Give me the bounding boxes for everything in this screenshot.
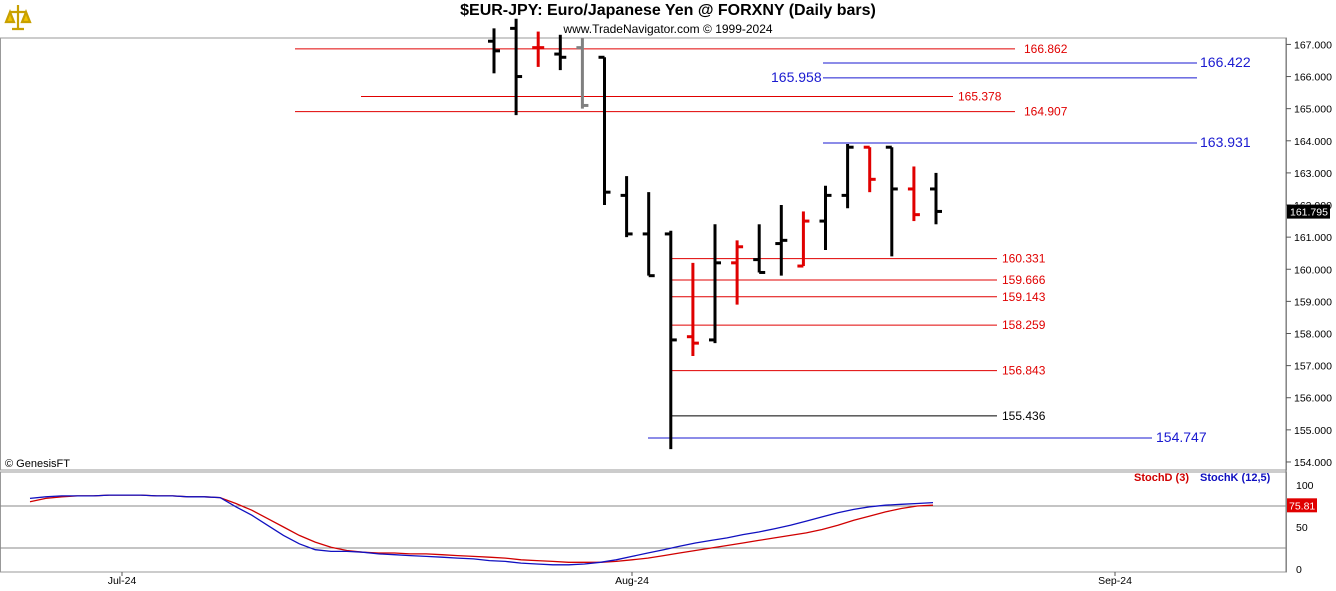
- price-tick-label: 154.000: [1294, 457, 1332, 469]
- level-label: 159.143: [1002, 290, 1046, 304]
- price-tick-label: 155.000: [1294, 425, 1332, 437]
- level-label: 165.958: [771, 69, 822, 85]
- stoch-last-value-box: [1287, 498, 1317, 513]
- level-label: 164.907: [1024, 105, 1068, 119]
- level-label: 154.747: [1156, 429, 1207, 445]
- level-label: 155.436: [1002, 409, 1046, 423]
- level-label: 159.666: [1002, 273, 1046, 287]
- price-tick-label: 165.000: [1294, 104, 1332, 116]
- level-label: 160.331: [1002, 252, 1046, 266]
- stoch-tick-label: 0: [1296, 564, 1302, 576]
- price-tick-label: 156.000: [1294, 393, 1332, 405]
- last-price-label: 161.795: [1290, 207, 1328, 219]
- level-label: 166.862: [1024, 42, 1068, 56]
- level-label: 156.843: [1002, 364, 1046, 378]
- price-tick-label: 157.000: [1294, 361, 1332, 373]
- price-tick-label: 161.000: [1294, 232, 1332, 244]
- stochk-legend: StochK (12,5): [1200, 472, 1271, 484]
- price-tick-label: 166.000: [1294, 72, 1332, 84]
- stochk-line: [29, 494, 934, 566]
- trade-navigator-logo-icon: [2, 2, 34, 34]
- stochastic-panel-frame: [0, 471, 1287, 573]
- last-price-box: [1287, 204, 1330, 219]
- stoch-tick-label: 100: [1296, 480, 1314, 492]
- stoch-tick-label: 50: [1296, 522, 1308, 534]
- watermark-text: © GenesisFT: [5, 458, 70, 470]
- price-tick-label: 160.000: [1294, 264, 1332, 276]
- date-tick-label: Aug-24: [615, 575, 649, 587]
- stoch-last-value-label: 75.81: [1289, 500, 1315, 512]
- date-tick-label: Sep-24: [1098, 575, 1132, 587]
- price-tick-label: 164.000: [1294, 136, 1332, 148]
- price-tick-label: 159.000: [1294, 296, 1332, 308]
- chart-title: $EUR-JPY: Euro/Japanese Yen @ FORXNY (Da…: [460, 2, 876, 19]
- stochd-line: [29, 494, 934, 563]
- level-label: 165.378: [958, 90, 1002, 104]
- price-panel-frame: [0, 37, 1287, 471]
- chart-subtitle: www.TradeNavigator.com © 1999-2024: [563, 22, 773, 36]
- level-label: 158.259: [1002, 318, 1046, 332]
- date-tick-label: Jul-24: [108, 575, 137, 587]
- stochd-legend: StochD (3): [1134, 472, 1189, 484]
- price-tick-label: 163.000: [1294, 168, 1332, 180]
- price-tick-label: 167.000: [1294, 39, 1332, 51]
- price-tick-label: 158.000: [1294, 328, 1332, 340]
- level-label: 163.931: [1200, 134, 1251, 150]
- level-label: 166.422: [1200, 54, 1251, 70]
